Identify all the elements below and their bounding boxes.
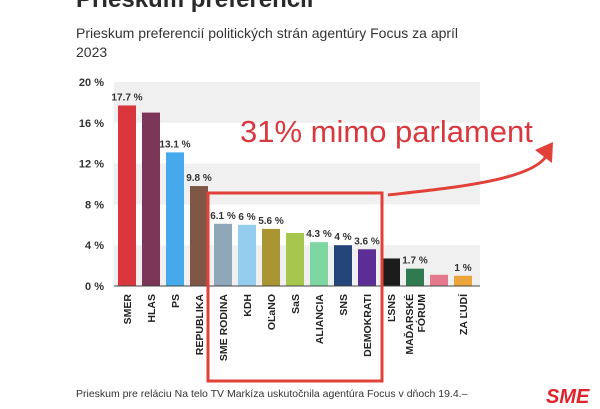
data-label: 13.1 % (159, 139, 190, 150)
x-tick-label: SME RODINA (218, 294, 230, 362)
bar-sme-rodina (214, 223, 232, 286)
bar-ps (166, 152, 184, 286)
data-label: 1 % (454, 263, 471, 274)
x-tick-label: PS (170, 294, 182, 308)
x-tick-label: MAĎARSKÉ (403, 294, 416, 355)
bar-demokrati (358, 249, 376, 286)
x-tick-label: ĽSNS (386, 294, 398, 322)
data-label: 5.6 % (258, 216, 284, 227)
y-tick-label: 16 % (79, 118, 104, 130)
x-tick-label: SNS (338, 294, 350, 316)
bar-smer (118, 105, 136, 287)
bar-oľano (262, 228, 280, 286)
x-tick-label: OĽaNO (266, 294, 278, 330)
x-tick-label: ZA ĽUDÍ (457, 293, 470, 335)
data-label: 6 % (238, 212, 255, 223)
bar-republika (190, 186, 208, 286)
bar-sns (334, 245, 352, 286)
chart-subtitle: Prieskum preferencií politických strán a… (76, 25, 459, 60)
arrow-head-icon (535, 142, 553, 163)
bar-hlas (142, 112, 160, 286)
y-tick-label: 20 % (79, 77, 104, 89)
y-tick-label: 0 % (85, 281, 104, 293)
grid-band (114, 82, 480, 123)
annotation-text: 31% mimo parlament (240, 114, 533, 149)
bar-sas (286, 232, 304, 286)
x-tick-label: REPUBLIKA (194, 294, 206, 356)
bar-aliancia (310, 242, 328, 286)
x-tick-label: SMER (122, 294, 134, 325)
y-tick-label: 4 % (85, 240, 104, 252)
bar-chart: 0 % 4 % 8 % 12 % 16 % 20 % 17.7 % SMER HLAS 13.1 … (79, 77, 553, 383)
chart-title: Prieskum preferencií (76, 0, 313, 14)
x-tick-label: KDH (242, 294, 254, 317)
data-label: 1.7 % (402, 256, 428, 267)
x-tick-label: FÓRUM (415, 294, 428, 333)
x-tick-label: HLAS (146, 294, 158, 323)
bar-unlabeled (430, 274, 448, 286)
data-label: 4 % (334, 232, 351, 243)
bar-za-ľudí (454, 275, 472, 286)
bar-ľsns (382, 258, 400, 286)
y-tick-label: 12 % (79, 159, 104, 171)
data-label: 6.1 % (210, 211, 236, 222)
y-tick-label: 8 % (85, 199, 104, 211)
source-note: Prieskum pre reláciu Na telo TV Markíza … (76, 388, 468, 400)
data-label: 9.8 % (186, 173, 212, 184)
data-label: 17.7 % (111, 92, 142, 103)
bar-maďarské-fórum (406, 268, 424, 286)
data-label: 3.6 % (354, 236, 380, 247)
bar-kdh (238, 224, 256, 286)
highlight-box (206, 191, 384, 383)
arrow-line (387, 151, 550, 197)
x-tick-label: ALIANCIA (314, 294, 326, 345)
x-tick-label: SaS (290, 294, 302, 314)
data-label: 4.3 % (306, 229, 332, 240)
x-tick-label: DEMOKRATI (362, 294, 374, 357)
sme-logo: SME (546, 386, 590, 408)
